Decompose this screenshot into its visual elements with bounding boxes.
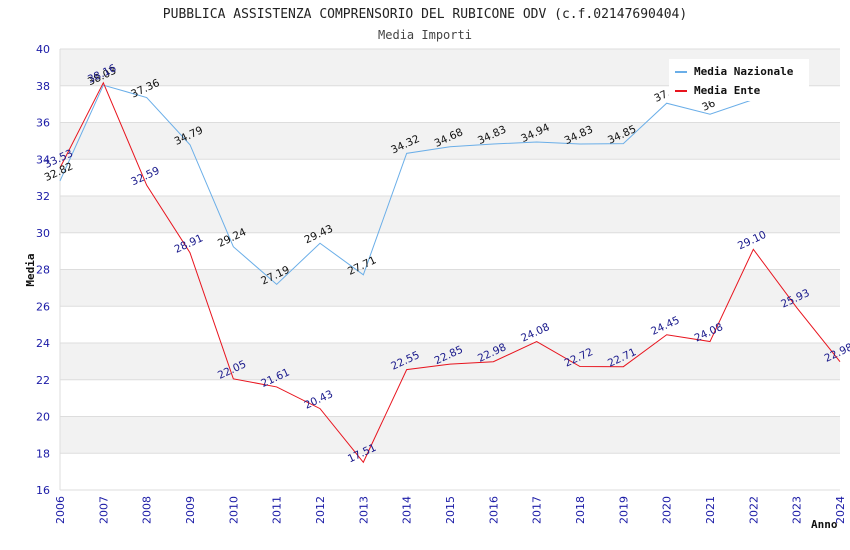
x-tick-label: 2012 [314, 496, 327, 524]
chart-subtitle: Media Importi [378, 28, 472, 42]
x-tick-label: 2011 [271, 496, 284, 524]
series-line-media-ente [59, 81, 841, 464]
chart-background-bands [60, 49, 840, 490]
legend-label-media-ente: Media Ente [694, 84, 761, 97]
legend-label-media-nazionale: Media Nazionale [694, 65, 794, 78]
x-tick-label: 2007 [97, 496, 110, 524]
y-tick-label: 16 [36, 484, 50, 497]
y-tick-label: 28 [36, 264, 50, 277]
chart-gridlines [59, 48, 840, 491]
x-tick-label: 2009 [184, 496, 197, 524]
grid-band [60, 343, 840, 380]
x-tick-label: 2010 [227, 496, 240, 524]
x-tick-label: 2006 [54, 496, 67, 524]
y-axis-ticks: 16 18 20 22 24 26 28 30 32 34 36 38 40 [36, 43, 50, 497]
y-tick-label: 36 [36, 117, 50, 130]
y-tick-label: 32 [36, 190, 50, 203]
series-lines [59, 81, 841, 464]
x-tick-label: 2022 [747, 496, 760, 524]
grid-band [60, 453, 840, 490]
legend: Media Nazionale Media Ente [669, 59, 809, 101]
x-tick-label: 2024 [834, 496, 847, 524]
x-tick-label: 2014 [401, 496, 414, 524]
y-tick-label: 38 [36, 80, 50, 93]
x-tick-label: 2015 [444, 496, 457, 524]
grid-band [60, 196, 840, 233]
y-tick-label: 18 [36, 447, 50, 460]
y-tick-label: 34 [36, 153, 50, 166]
x-tick-label: 2021 [704, 496, 717, 524]
x-tick-label: 2018 [574, 496, 587, 524]
grid-band [60, 159, 840, 196]
x-axis-label: Anno [811, 518, 838, 531]
data-label-nazionale: 36 [700, 97, 717, 114]
chart-title: PUBBLICA ASSISTENZA COMPRENSORIO DEL RUB… [163, 7, 687, 22]
x-tick-label: 2019 [617, 496, 630, 524]
x-axis-ticks: 2006 2007 2008 2009 2010 2011 2012 2013 2014 2015… [54, 496, 847, 524]
x-tick-label: 2023 [791, 496, 804, 524]
legend-box [669, 59, 809, 101]
grid-band [60, 379, 840, 417]
x-tick-label: 2020 [661, 496, 674, 524]
y-tick-label: 22 [36, 374, 50, 387]
y-axis-label: Media [24, 253, 37, 286]
grid-band [60, 232, 840, 270]
x-tick-label: 2016 [487, 496, 500, 524]
y-tick-label: 24 [36, 337, 50, 350]
y-tick-label: 20 [36, 411, 50, 424]
series-line-media-nazionale [59, 84, 754, 286]
grid-band [60, 416, 840, 454]
y-tick-label: 26 [36, 300, 50, 313]
grid-band [60, 306, 840, 343]
x-tick-label: 2008 [141, 496, 154, 524]
x-tick-label: 2017 [531, 496, 544, 524]
grid-band [60, 122, 840, 160]
x-tick-label: 2013 [357, 496, 370, 524]
y-tick-label: 30 [36, 227, 50, 240]
y-tick-label: 40 [36, 43, 50, 56]
grid-band [60, 269, 840, 307]
